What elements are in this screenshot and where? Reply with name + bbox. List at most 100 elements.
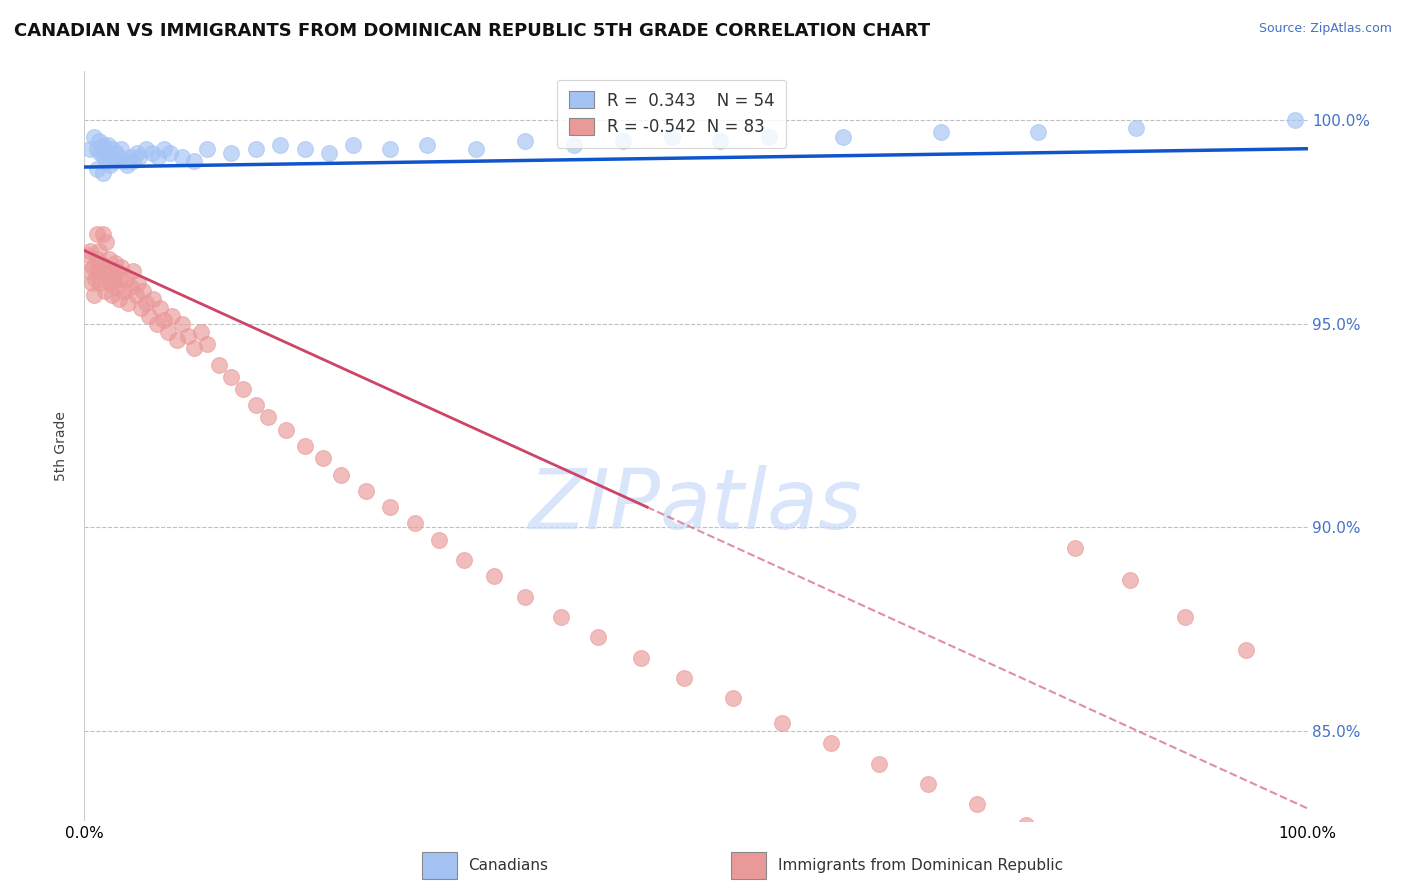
Point bbox=[77, 264, 100, 278]
Point bbox=[513, 590, 536, 604]
Point bbox=[142, 293, 165, 307]
Point bbox=[208, 358, 231, 372]
Point bbox=[172, 317, 194, 331]
Point bbox=[672, 671, 695, 685]
Point bbox=[1174, 610, 1197, 624]
Point bbox=[82, 260, 104, 274]
Point bbox=[630, 650, 652, 665]
Point bbox=[464, 142, 486, 156]
Point bbox=[129, 301, 152, 315]
Point bbox=[153, 142, 176, 156]
Point bbox=[380, 142, 402, 156]
Point bbox=[709, 134, 731, 148]
Point bbox=[122, 264, 145, 278]
Point bbox=[661, 129, 683, 144]
FancyBboxPatch shape bbox=[422, 852, 457, 879]
Point bbox=[97, 137, 120, 152]
Point bbox=[125, 145, 148, 160]
Point bbox=[929, 125, 952, 139]
Point bbox=[966, 797, 988, 812]
Point bbox=[1015, 818, 1038, 832]
Point bbox=[117, 296, 139, 310]
Point bbox=[97, 268, 120, 282]
Point bbox=[245, 142, 267, 156]
Point bbox=[77, 247, 100, 261]
Point bbox=[513, 134, 536, 148]
Point bbox=[318, 145, 340, 160]
Text: ZIPatlas: ZIPatlas bbox=[529, 466, 863, 547]
Point bbox=[101, 142, 124, 156]
Point bbox=[89, 276, 111, 290]
Point bbox=[84, 272, 107, 286]
Point bbox=[758, 129, 780, 144]
Point bbox=[162, 309, 184, 323]
Point bbox=[380, 500, 402, 514]
Point bbox=[91, 227, 114, 242]
Point bbox=[100, 264, 122, 278]
Point bbox=[96, 235, 118, 250]
Point bbox=[416, 137, 439, 152]
Point bbox=[83, 129, 105, 144]
Point bbox=[562, 137, 585, 152]
Point bbox=[586, 631, 609, 645]
Point bbox=[101, 288, 124, 302]
Point bbox=[1064, 541, 1087, 555]
Point bbox=[138, 309, 160, 323]
Point bbox=[80, 276, 103, 290]
FancyBboxPatch shape bbox=[731, 852, 766, 879]
Text: Immigrants from Dominican Republic: Immigrants from Dominican Republic bbox=[778, 858, 1063, 872]
Point bbox=[120, 150, 142, 164]
Point bbox=[1119, 574, 1142, 588]
Point bbox=[269, 137, 291, 152]
Legend: R =  0.343    N = 54, R = -0.542  N = 83: R = 0.343 N = 54, R = -0.542 N = 83 bbox=[557, 79, 786, 148]
Point bbox=[1236, 642, 1258, 657]
Point bbox=[89, 145, 111, 160]
Point bbox=[120, 280, 142, 294]
Point bbox=[87, 134, 110, 148]
Point bbox=[98, 276, 121, 290]
Point bbox=[100, 150, 122, 164]
Point bbox=[110, 142, 132, 156]
Text: Canadians: Canadians bbox=[468, 858, 548, 872]
Point bbox=[770, 715, 793, 730]
Point bbox=[93, 260, 115, 274]
Y-axis label: 5th Grade: 5th Grade bbox=[55, 411, 69, 481]
Point bbox=[112, 153, 135, 168]
Point bbox=[96, 153, 118, 168]
Point bbox=[183, 153, 205, 168]
Point bbox=[820, 736, 842, 750]
Point bbox=[354, 483, 377, 498]
Point bbox=[1125, 121, 1147, 136]
Point bbox=[87, 264, 110, 278]
Point bbox=[91, 166, 114, 180]
Point bbox=[153, 312, 176, 326]
Point bbox=[107, 150, 129, 164]
Point bbox=[105, 264, 128, 278]
Point bbox=[219, 145, 242, 160]
Point bbox=[97, 145, 120, 160]
Point bbox=[195, 142, 218, 156]
Point bbox=[97, 252, 120, 266]
Point bbox=[104, 256, 127, 270]
Point bbox=[232, 382, 254, 396]
Point bbox=[86, 227, 108, 242]
Point bbox=[105, 280, 128, 294]
Point bbox=[1028, 125, 1050, 139]
Point bbox=[112, 285, 135, 299]
Point bbox=[122, 153, 145, 168]
Point bbox=[172, 150, 194, 164]
Point bbox=[312, 451, 335, 466]
Point bbox=[276, 423, 298, 437]
Point bbox=[294, 142, 316, 156]
Text: Source: ZipAtlas.com: Source: ZipAtlas.com bbox=[1258, 22, 1392, 36]
Point bbox=[156, 325, 179, 339]
Point bbox=[917, 777, 939, 791]
Point bbox=[79, 142, 101, 156]
Point bbox=[869, 756, 891, 771]
Point bbox=[127, 276, 149, 290]
Point bbox=[86, 142, 108, 156]
Point bbox=[115, 158, 138, 172]
Point bbox=[342, 137, 364, 152]
Point bbox=[245, 398, 267, 412]
Point bbox=[482, 569, 505, 583]
